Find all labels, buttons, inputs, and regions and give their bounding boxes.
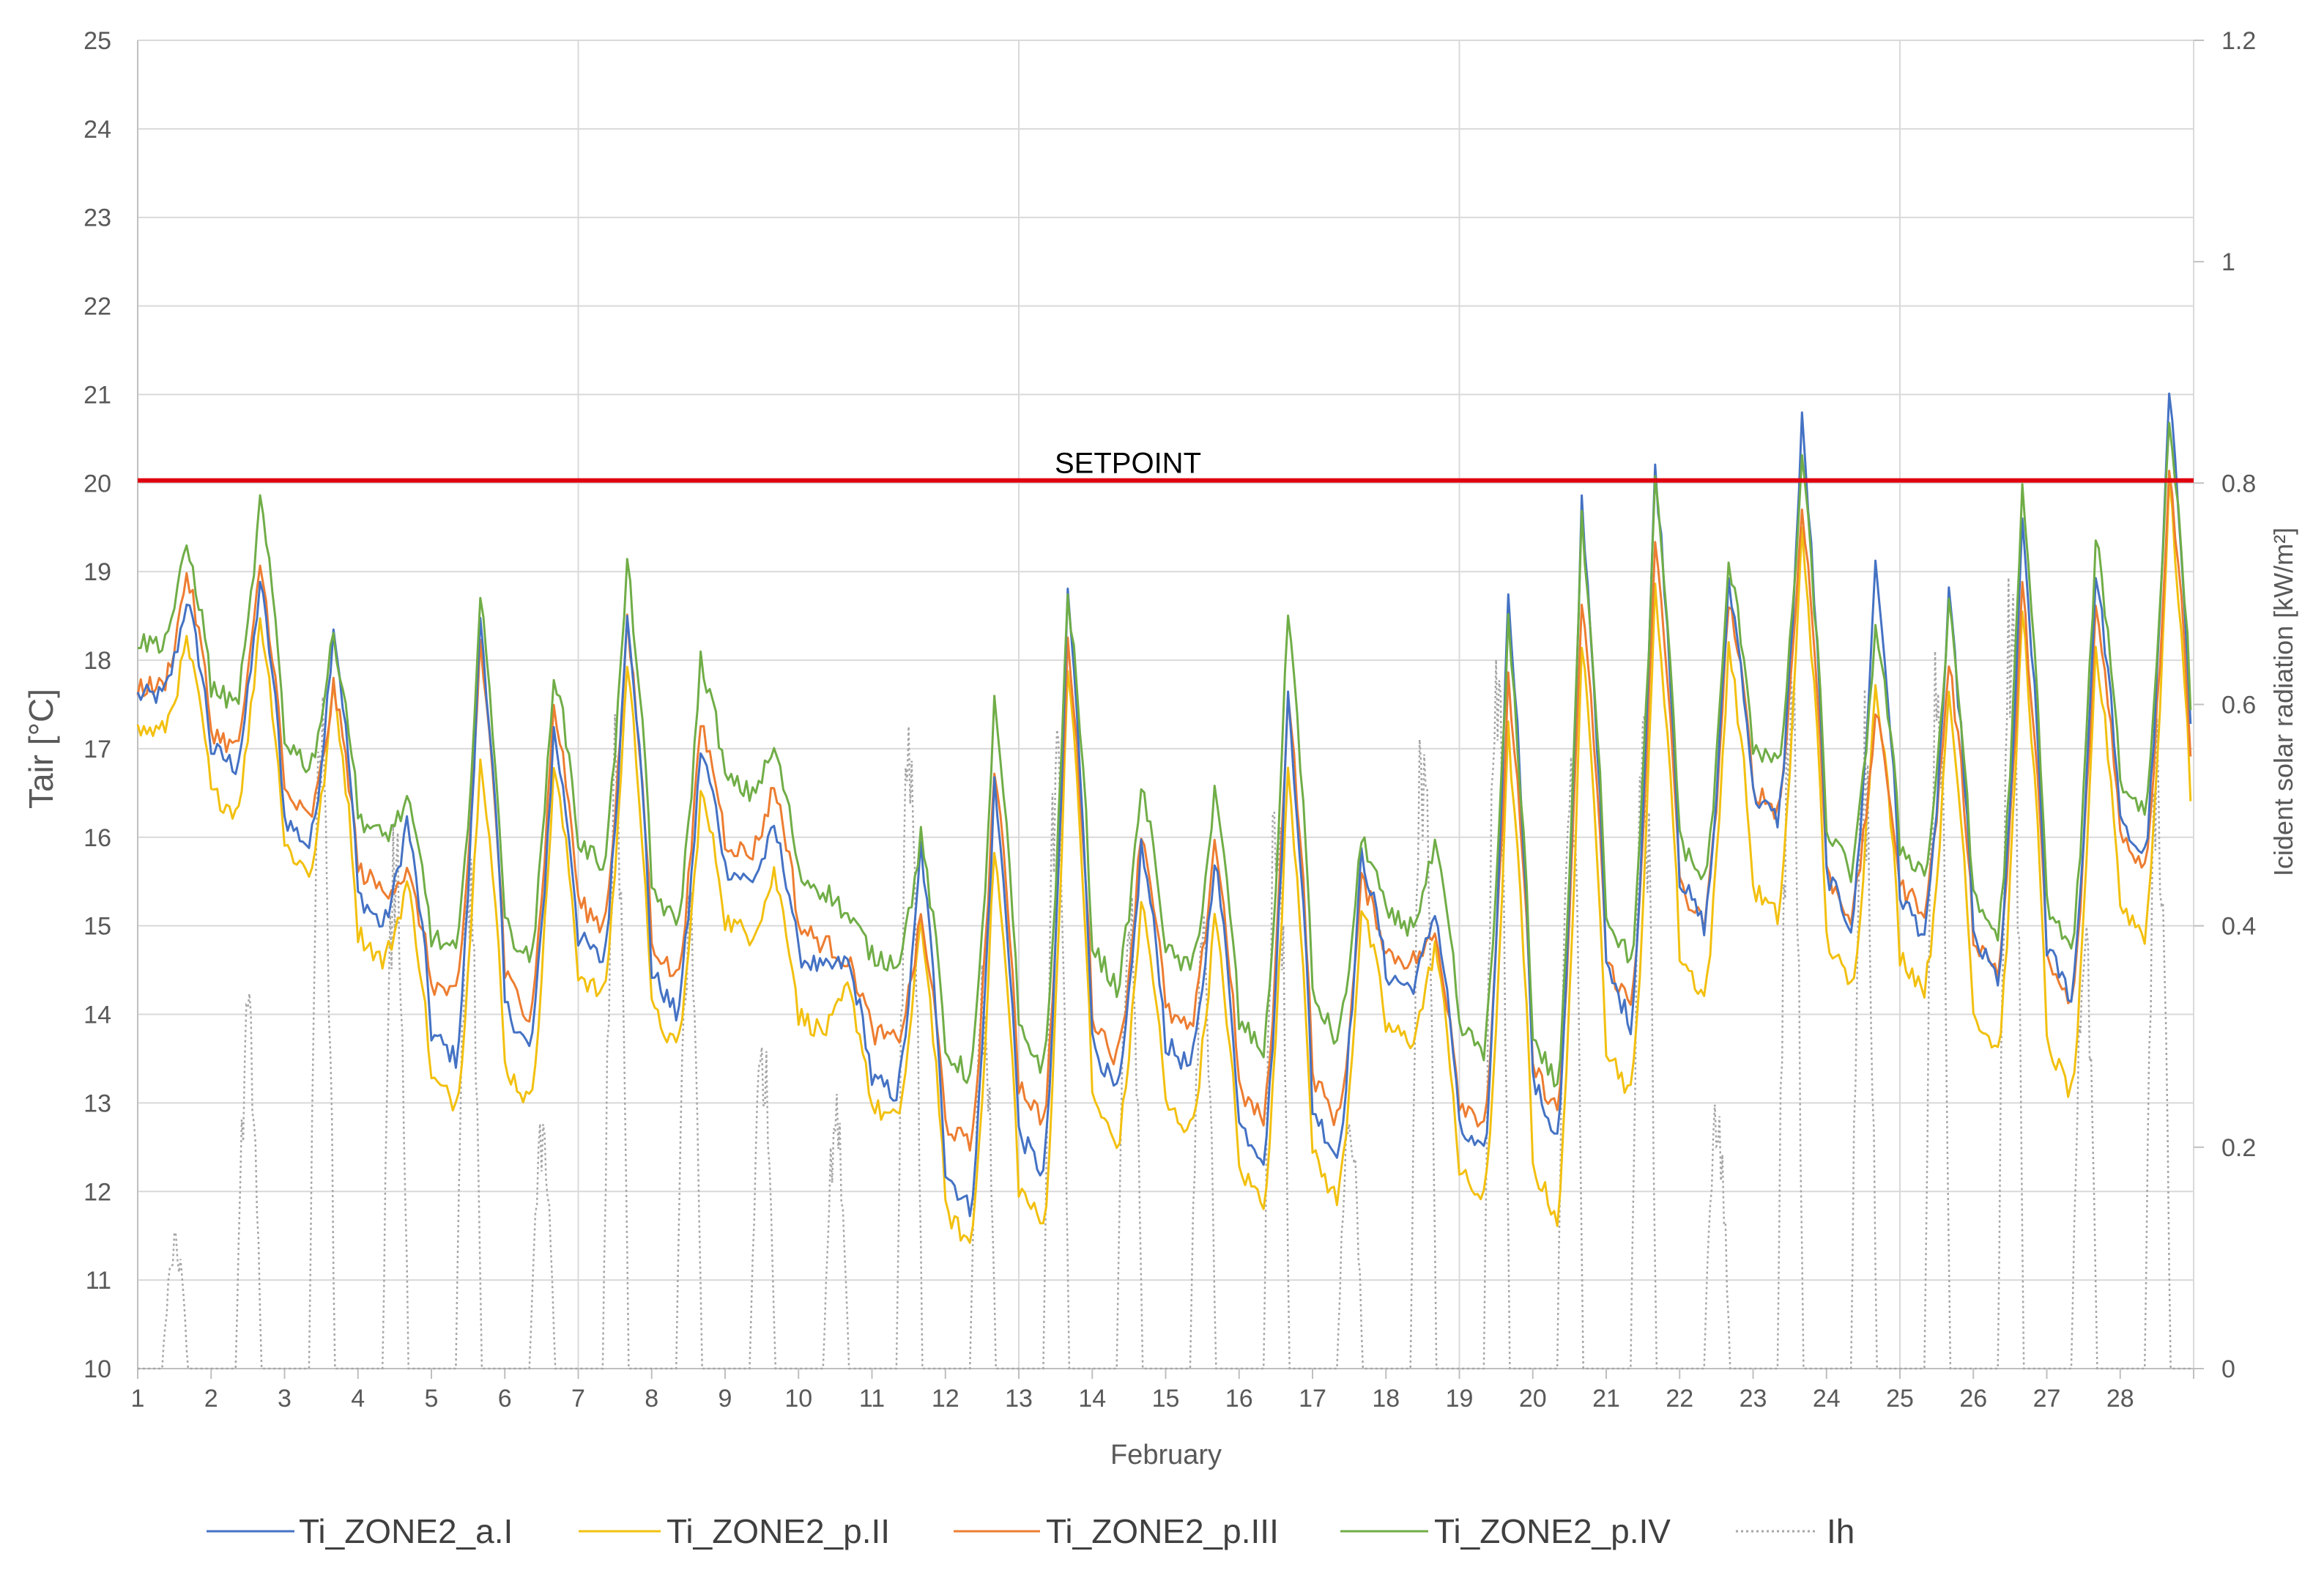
x-tick-label: 19 (1446, 1385, 1474, 1413)
x-tick-label: 27 (2033, 1385, 2061, 1413)
x-tick-label: 6 (498, 1385, 512, 1413)
y-tick-label: 17 (83, 736, 111, 763)
y-tick-label: 22 (83, 293, 111, 321)
x-tick-label: 9 (719, 1385, 732, 1413)
irradiance-series (138, 577, 2192, 1370)
y-tick-label: 19 (83, 558, 111, 586)
x-tick-label: 4 (351, 1385, 365, 1413)
y-axis-right-title: Icident solar radiation [kW/m²] (2268, 528, 2298, 876)
x-tick-label: 23 (1740, 1385, 1767, 1413)
x-tick-label: 2 (204, 1385, 218, 1413)
x-tick-label: 8 (645, 1385, 658, 1413)
gridlines (137, 40, 2194, 1369)
y-tick-label: 10 (83, 1355, 111, 1383)
legend-label-ih: Ih (1827, 1512, 1855, 1550)
legend-label-a-i: Ti_ZONE2_a.I (299, 1512, 513, 1550)
legend-item-a-i: Ti_ZONE2_a.I (207, 1512, 513, 1550)
x-tick-label: 16 (1225, 1385, 1253, 1413)
x-tick-label: 10 (784, 1385, 812, 1413)
legend-item-ih: Ih (1736, 1512, 1855, 1550)
series-line-ti-zone2-p-iv (137, 421, 2192, 1088)
x-tick-label: 3 (278, 1385, 292, 1413)
x-tick-label: 25 (1886, 1385, 1914, 1413)
legend: Ti_ZONE2_a.I Ti_ZONE2_p.II Ti_ZONE2_p.II… (207, 1512, 1855, 1550)
legend-item-p-ii: Ti_ZONE2_p.II (579, 1512, 890, 1550)
x-tick-label: 12 (932, 1385, 959, 1413)
series-line-ti-zone2-p-iii (136, 470, 2192, 1152)
y-tick-label: 21 (83, 381, 111, 409)
y-tick-label: 24 (83, 116, 111, 144)
x-tick-label: 1 (131, 1385, 145, 1413)
series-line-ih (138, 577, 2192, 1370)
x-tick-label: 28 (2106, 1385, 2134, 1413)
y-right-tick-label: 0 (2221, 1355, 2235, 1383)
x-axis-title: February (1110, 1440, 1222, 1470)
y-right-tick-label: 1.2 (2221, 27, 2256, 55)
y-tick-label: 23 (83, 204, 111, 232)
y-tick-label: 25 (83, 27, 111, 55)
x-tick-label: 24 (1813, 1385, 1841, 1413)
legend-item-p-iii: Ti_ZONE2_p.III (954, 1512, 1279, 1550)
x-tick-label: 20 (1519, 1385, 1547, 1413)
setpoint-label: SETPOINT (1055, 448, 1201, 480)
y-tick-label: 15 (83, 913, 111, 941)
y-right-tick-label: 0.2 (2221, 1134, 2256, 1162)
x-tick-label: 11 (859, 1385, 885, 1413)
y-right-tick-label: 1 (2221, 248, 2235, 276)
x-tick-label: 21 (1592, 1385, 1620, 1413)
axes (137, 40, 2204, 1379)
x-tick-label: 17 (1299, 1385, 1326, 1413)
x-tick-label: 7 (571, 1385, 585, 1413)
y-tick-label: 12 (83, 1178, 111, 1206)
y-tick-label: 14 (83, 1002, 111, 1029)
y-tick-label: 13 (83, 1089, 111, 1117)
x-tick-label: 26 (1959, 1385, 1987, 1413)
y-tick-label: 20 (83, 470, 111, 497)
x-tick-label: 14 (1078, 1385, 1106, 1413)
x-tick-label: 5 (425, 1385, 439, 1413)
x-tick-label: 18 (1372, 1385, 1400, 1413)
legend-label-p-iii: Ti_ZONE2_p.III (1046, 1512, 1279, 1550)
series-line-ti-zone2-p-ii (136, 479, 2192, 1244)
legend-item-p-iv: Ti_ZONE2_p.IV (1340, 1512, 1671, 1550)
legend-label-p-iv: Ti_ZONE2_p.IV (1434, 1512, 1671, 1550)
legend-label-p-ii: Ti_ZONE2_p.II (667, 1512, 890, 1550)
temperature-series (136, 392, 2192, 1244)
y-right-tick-label: 0.8 (2221, 470, 2256, 497)
y-tick-label: 11 (86, 1267, 111, 1295)
y-right-tick-label: 0.6 (2221, 692, 2256, 719)
x-tick-label: 15 (1152, 1385, 1180, 1413)
y-right-tick-label: 0.4 (2221, 913, 2256, 941)
annotations: SETPOINT (138, 448, 2194, 483)
y-tick-label: 18 (83, 647, 111, 675)
y-axis-title: Tair [°C] (22, 689, 60, 809)
x-tick-label: 22 (1666, 1385, 1693, 1413)
x-tick-label: 13 (1005, 1385, 1033, 1413)
y-tick-label: 16 (83, 824, 111, 852)
